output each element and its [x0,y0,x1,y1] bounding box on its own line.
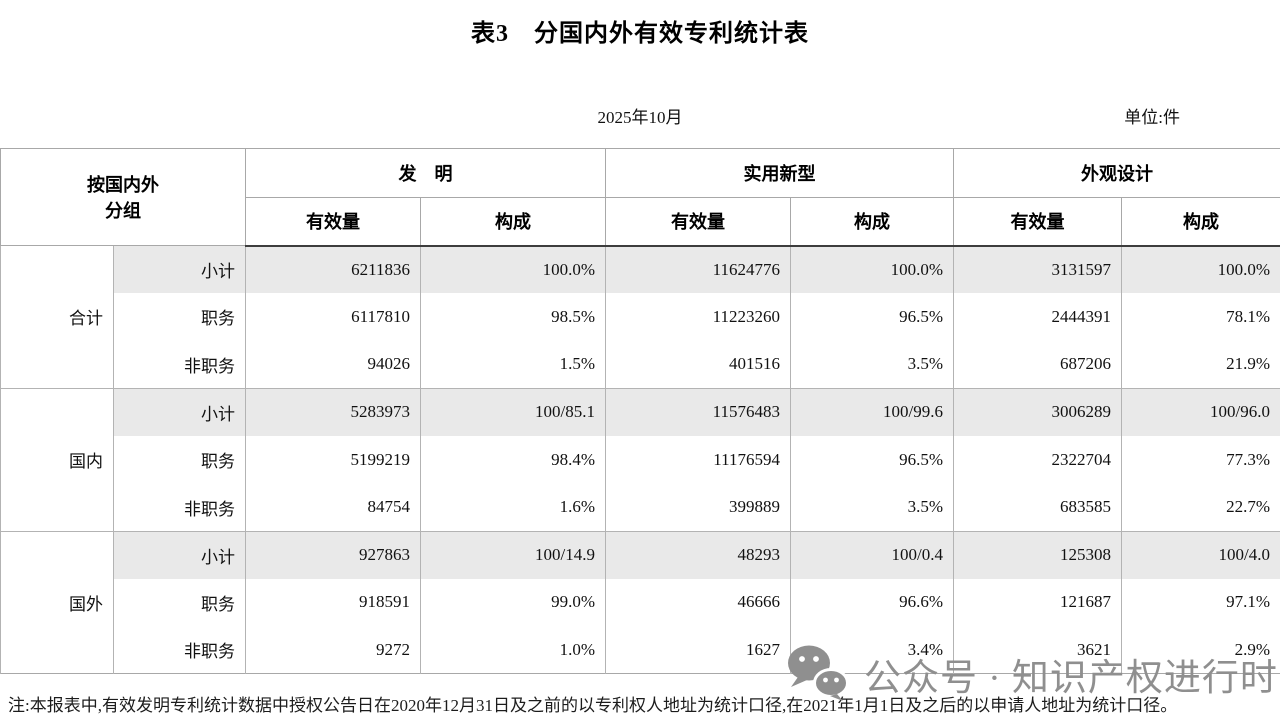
cell-utility-qty: 11576483 [605,387,791,436]
cell-design-qty: 2322704 [953,435,1122,484]
patent-statistics-table: 按国内外 分组 发 明 实用新型 外观设计 有效量 构成 有效量 构成 有效量 … [0,148,1280,675]
cell-design-pct: 100/4.0 [1121,530,1280,579]
cell-invention-qty: 9272 [245,626,421,674]
cell-design-pct: 22.7% [1121,483,1280,532]
column-header-invention-qty: 有效量 [245,197,421,247]
cell-invention-pct: 1.5% [420,340,606,389]
column-header-design: 外观设计 [953,148,1280,198]
page-title: 表3 分国内外有效专利统计表 [471,21,809,47]
column-header-invention-pct: 构成 [420,197,606,247]
footnote: 注:本报表中,有效发明专利统计数据中授权公告日在2020年12月31日及之前的以… [8,696,1178,715]
row-label: 小计 [113,530,246,579]
row-label: 小计 [113,245,246,294]
cell-design-qty: 2444391 [953,293,1122,341]
column-header-stub: 按国内外 分组 [0,148,246,246]
cell-design-qty: 3621 [953,626,1122,674]
cell-design-qty: 687206 [953,340,1122,389]
cell-design-pct: 2.9% [1121,626,1280,674]
column-header-design-qty: 有效量 [953,197,1122,247]
table-row: 非职务 94026 1.5% 401516 3.5% 687206 21.9% [1,340,1280,389]
watermark-text: 公众号 · 知识产权进行时 [864,657,1278,699]
cell-utility-qty: 1627 [605,626,791,674]
cell-invention-qty: 927863 [245,530,421,579]
row-group-domestic: 国内 [0,387,114,532]
cell-design-pct: 78.1% [1121,293,1280,341]
column-header-invention: 发 明 [245,148,606,198]
row-label: 非职务 [113,340,246,389]
cell-invention-pct: 100/14.9 [420,530,606,579]
cell-invention-pct: 98.4% [420,435,606,484]
row-label: 非职务 [113,626,246,674]
cell-utility-qty: 401516 [605,340,791,389]
cell-invention-pct: 100.0% [420,245,606,294]
table-row: 非职务 84754 1.6% 399889 3.5% 683585 22.7% [1,483,1280,532]
column-header-design-pct: 构成 [1121,197,1280,247]
row-label: 职务 [113,293,246,341]
table-row: 国内 小计 5283973 100/85.1 11576483 100/99.6… [0,387,1280,532]
cell-utility-pct: 96.5% [790,435,954,484]
stub-line2: 分组 [105,201,141,221]
row-label: 小计 [113,387,246,436]
cell-design-qty: 3006289 [953,387,1122,436]
cell-invention-qty: 6211836 [245,245,421,294]
watermark: 公众号 · 知识产权进行时 [786,644,1278,712]
table-row: 职务 6117810 98.5% 11223260 96.5% 2444391 … [1,293,1280,341]
cell-utility-qty: 11624776 [605,245,791,294]
header-row-subs: 有效量 构成 有效量 构成 有效量 构成 [1,197,1280,247]
stub-line1: 按国内外 [87,175,159,195]
cell-design-pct: 100.0% [1121,245,1280,294]
wechat-icon [786,644,850,712]
cell-utility-pct: 3.5% [790,340,954,389]
row-label: 非职务 [113,483,246,532]
cell-utility-pct: 96.6% [790,578,954,627]
cell-utility-pct: 3.5% [790,483,954,532]
cell-invention-qty: 84754 [245,483,421,532]
cell-invention-pct: 1.0% [420,626,606,674]
row-label: 职务 [113,578,246,627]
column-header-utility-pct: 构成 [790,197,954,247]
cell-utility-pct: 96.5% [790,293,954,341]
cell-invention-pct: 100/85.1 [420,387,606,436]
column-header-utility-qty: 有效量 [605,197,791,247]
cell-design-qty: 3131597 [953,245,1122,294]
cell-utility-qty: 11176594 [605,435,791,484]
cell-design-qty: 683585 [953,483,1122,532]
row-group-total: 合计 [0,245,114,389]
report-date: 2025年10月 [597,108,683,127]
cell-design-qty: 121687 [953,578,1122,627]
row-label: 职务 [113,435,246,484]
cell-invention-qty: 5283973 [245,387,421,436]
table-row: 职务 5199219 98.4% 11176594 96.5% 2322704 … [1,435,1280,484]
unit-label: 单位:件 [1124,108,1180,127]
cell-utility-qty: 48293 [605,530,791,579]
cell-design-pct: 97.1% [1121,578,1280,627]
cell-utility-qty: 399889 [605,483,791,532]
cell-utility-pct: 100.0% [790,245,954,294]
table-row: 职务 918591 99.0% 46666 96.6% 121687 97.1% [1,578,1280,627]
cell-invention-pct: 99.0% [420,578,606,627]
cell-invention-qty: 6117810 [245,293,421,341]
column-header-utility-model: 实用新型 [605,148,954,198]
table-row: 国外 小计 927863 100/14.9 48293 100/0.4 1253… [0,530,1280,674]
cell-utility-qty: 46666 [605,578,791,627]
cell-invention-pct: 1.6% [420,483,606,532]
cell-design-qty: 125308 [953,530,1122,579]
cell-invention-qty: 918591 [245,578,421,627]
table-row: 非职务 9272 1.0% 1627 3.4% 3621 2.9% [1,626,1280,674]
table-row: 合计 小计 6211836 100.0% 11624776 100.0% 313… [0,245,1280,389]
cell-invention-pct: 98.5% [420,293,606,341]
cell-design-pct: 100/96.0 [1121,387,1280,436]
row-group-foreign: 国外 [0,530,114,674]
cell-utility-qty: 11223260 [605,293,791,341]
header-row-groups: 按国内外 分组 发 明 实用新型 外观设计 [0,148,1280,246]
cell-utility-pct: 100/99.6 [790,387,954,436]
cell-utility-pct: 100/0.4 [790,530,954,579]
cell-design-pct: 77.3% [1121,435,1280,484]
cell-invention-qty: 94026 [245,340,421,389]
cell-invention-qty: 5199219 [245,435,421,484]
cell-design-pct: 21.9% [1121,340,1280,389]
